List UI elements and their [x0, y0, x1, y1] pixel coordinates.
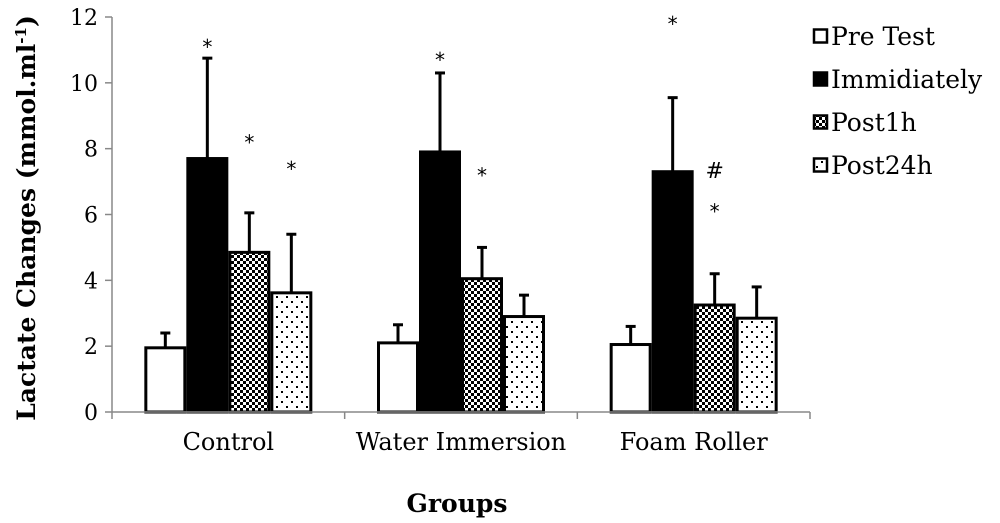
bar	[377, 341, 419, 414]
y-tick-label: 6	[84, 204, 98, 229]
bar	[461, 277, 503, 414]
bar	[651, 170, 694, 414]
y-tick-label: 0	[84, 401, 98, 426]
y-tick-label: 2	[84, 335, 98, 360]
bar	[228, 250, 271, 414]
axes: 0 2 4 6 8 10 12 Control Water Immersion Foam Roll…	[70, 6, 811, 456]
significance-marker: *	[244, 131, 254, 155]
significance-marker: #	[705, 159, 723, 184]
significance-marker: *	[477, 163, 487, 187]
x-tick-label: Foam Roller	[620, 428, 769, 456]
y-tick-label: 10	[70, 72, 98, 97]
significance-marker: *	[202, 35, 212, 59]
legend-swatch	[812, 71, 829, 87]
legend-label: Immidiately	[831, 65, 983, 94]
y-tick-label: 4	[84, 269, 98, 294]
significance-marker: *	[435, 48, 445, 72]
legend-swatch	[812, 157, 829, 173]
y-axis-title: Lactate Changes (mmol.ml-1)	[12, 15, 41, 421]
y-tick-label: 8	[84, 138, 98, 163]
bar	[144, 346, 187, 414]
bar	[503, 315, 545, 414]
significance-marker: *	[286, 157, 296, 181]
significance-marker: *	[710, 200, 720, 224]
bar	[419, 150, 461, 414]
significance-marker: *	[668, 12, 678, 36]
y-tick-label: 12	[70, 6, 98, 31]
legend-swatch	[812, 114, 829, 130]
bar	[735, 316, 778, 414]
legend-label: Post1h	[831, 108, 917, 137]
bar	[270, 291, 313, 414]
legend-label: Pre Test	[831, 22, 935, 51]
legend-label: Post24h	[831, 151, 933, 180]
legend: Pre Test Immidiately Post1h Post24h	[812, 22, 983, 180]
legend-swatch	[812, 28, 829, 44]
bar	[693, 303, 736, 414]
x-axis-title: Groups	[407, 489, 508, 518]
x-tick-label: Water Immersion	[356, 428, 566, 456]
bar	[186, 157, 229, 414]
bar	[609, 343, 652, 414]
x-tick-label: Control	[183, 428, 275, 456]
plot-area: * * * * * * # *	[144, 12, 778, 414]
